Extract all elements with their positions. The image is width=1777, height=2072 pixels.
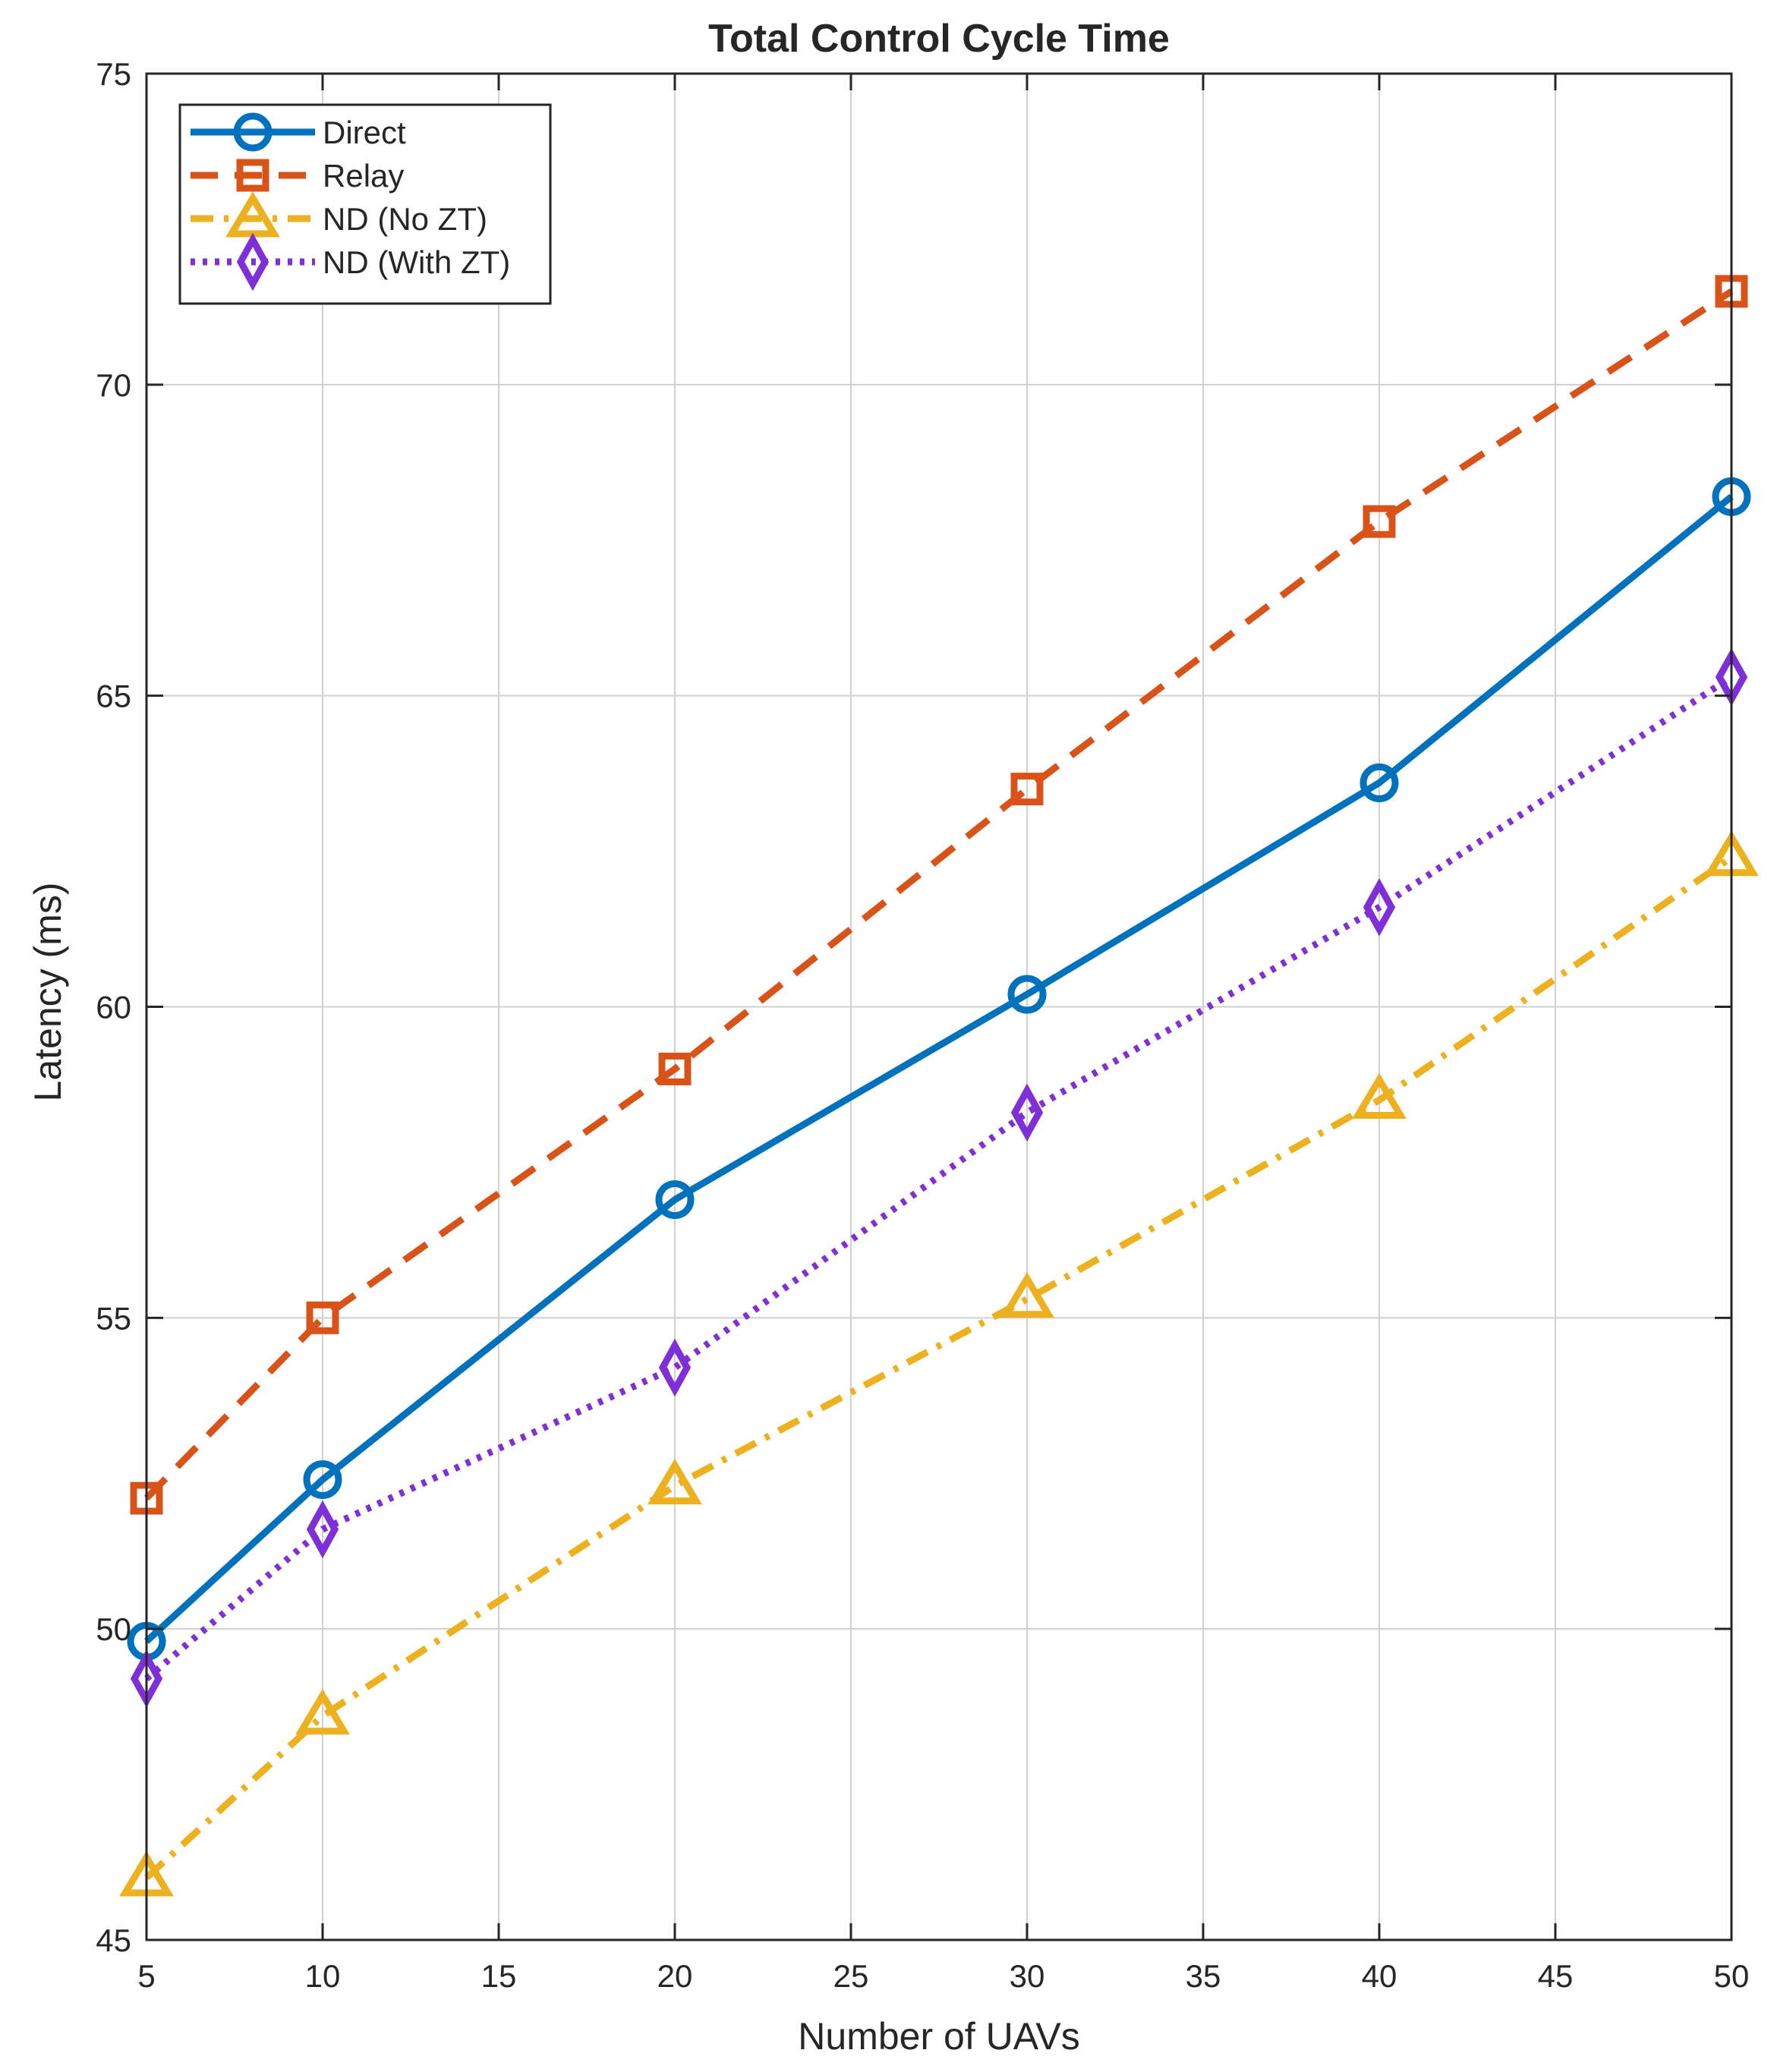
legend-label: Relay bbox=[323, 158, 404, 194]
data-point bbox=[658, 1052, 692, 1085]
data-point bbox=[1360, 763, 1399, 802]
data-point bbox=[1363, 878, 1396, 937]
legend: Direct Relay ND (No ZT) ND (With ZT) bbox=[178, 103, 552, 305]
series-line bbox=[143, 855, 1734, 1881]
y-tick-label: 75 bbox=[96, 56, 131, 92]
x-tick-label: 50 bbox=[1714, 1958, 1750, 1994]
data-point bbox=[306, 1301, 339, 1334]
x-tick-label: 5 bbox=[137, 1958, 155, 1994]
x-tick-label: 25 bbox=[833, 1958, 869, 1994]
series-layer bbox=[119, 275, 1759, 1897]
legend-item: ND (With ZT) bbox=[191, 232, 510, 291]
series-line bbox=[143, 493, 1734, 1644]
data-point bbox=[1010, 1083, 1044, 1142]
series-line bbox=[143, 288, 1734, 1501]
chart-title: Total Control Cycle Time bbox=[708, 17, 1170, 61]
series-direct bbox=[127, 477, 1751, 1661]
data-point bbox=[1000, 1271, 1054, 1318]
series-line bbox=[144, 674, 1734, 1682]
legend-item: Relay bbox=[191, 158, 404, 194]
y-tick-label: 70 bbox=[96, 367, 131, 403]
y-tick-label: 55 bbox=[96, 1300, 131, 1336]
legend-marker bbox=[236, 232, 269, 291]
data-point bbox=[1007, 975, 1047, 1014]
legend-marker bbox=[236, 159, 269, 192]
x-tick-label: 20 bbox=[657, 1958, 693, 1994]
x-tick-label: 35 bbox=[1186, 1958, 1221, 1994]
series-relay bbox=[130, 275, 1748, 1515]
y-axis-label: Latency (ms) bbox=[27, 883, 69, 1102]
y-tick-label: 65 bbox=[96, 679, 131, 714]
data-point bbox=[306, 1500, 339, 1559]
data-point bbox=[1363, 505, 1396, 538]
y-tick-label: 60 bbox=[96, 990, 131, 1025]
legend-label: ND (With ZT) bbox=[323, 244, 510, 280]
x-tick-label: 15 bbox=[481, 1958, 517, 1994]
legend-marker bbox=[233, 112, 273, 152]
data-point bbox=[1352, 1072, 1407, 1119]
data-point bbox=[658, 1338, 692, 1397]
data-point bbox=[303, 1460, 342, 1499]
legend-label: Direct bbox=[323, 115, 406, 150]
x-axis-label: Number of UAVs bbox=[798, 2015, 1079, 2058]
data-point bbox=[1010, 773, 1044, 806]
legend-label: ND (No ZT) bbox=[323, 201, 487, 237]
y-tick-label: 50 bbox=[96, 1611, 131, 1647]
data-point bbox=[295, 1689, 350, 1735]
x-tick-label: 30 bbox=[1010, 1958, 1045, 1994]
legend-item: Direct bbox=[191, 112, 406, 152]
y-tick-label: 45 bbox=[96, 1922, 131, 1958]
axis-ticks: 5 10 15 20 25 30 35 40 45 50 45 50 55 60 65 70 75 bbox=[96, 56, 1749, 1994]
x-tick-label: 40 bbox=[1362, 1958, 1397, 1994]
x-tick-label: 10 bbox=[305, 1958, 341, 1994]
x-tick-label: 45 bbox=[1538, 1958, 1574, 1994]
data-point bbox=[655, 1180, 695, 1220]
data-point bbox=[647, 1458, 702, 1505]
